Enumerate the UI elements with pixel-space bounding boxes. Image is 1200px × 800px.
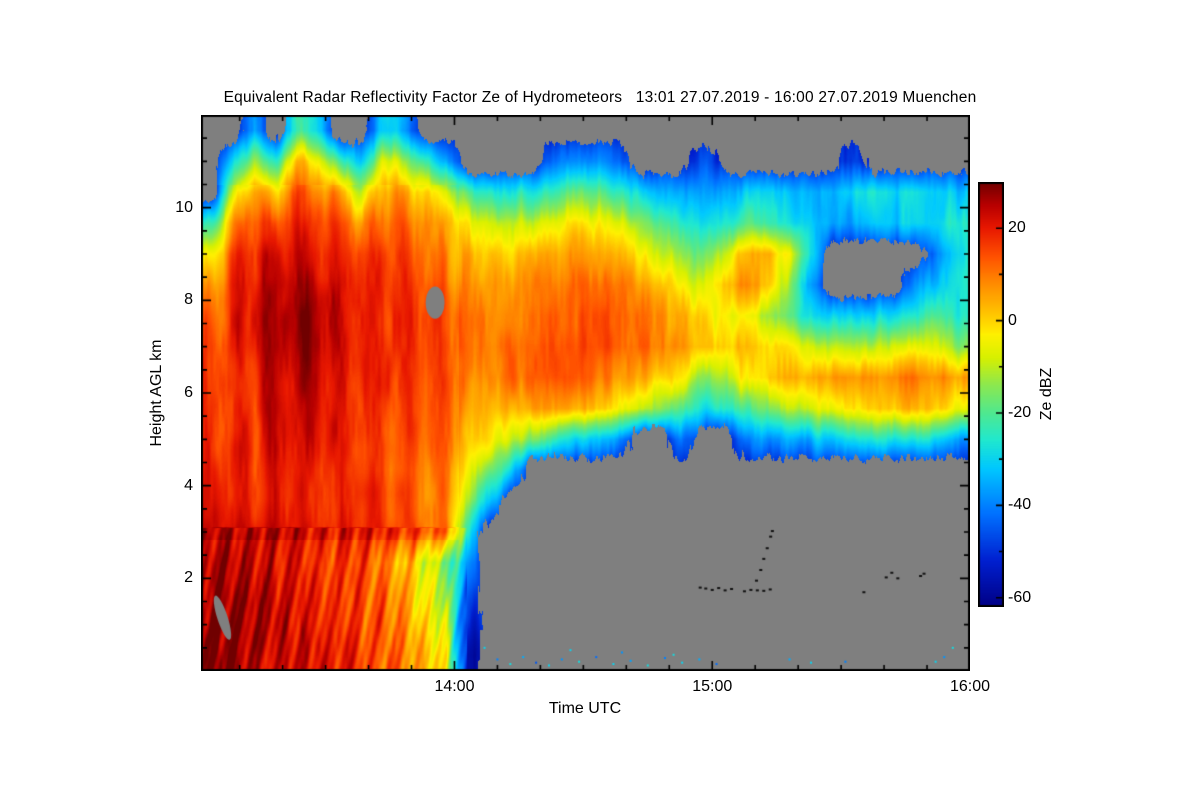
colorbar-label: Ze dBZ: [1038, 367, 1055, 421]
colorbar-tick-label-20: 20: [1008, 219, 1026, 237]
x-tick-label-15:00: 15:00: [692, 678, 733, 695]
y-tick-label-6: 6: [184, 384, 193, 401]
y-tick-label-10: 10: [175, 198, 193, 216]
y-tick-label-8: 8: [184, 291, 193, 309]
colorbar-canvas: [978, 182, 1004, 607]
y-tick-label-2: 2: [184, 569, 193, 587]
colorbar-tick-label--60: -60: [1008, 588, 1032, 606]
x-tick-label-14:00: 14:00: [434, 678, 475, 695]
y-tick-label-4: 4: [184, 476, 193, 494]
colorbar-tick-label--40: -40: [1008, 496, 1032, 514]
x-axis-label: Time UTC: [548, 700, 622, 717]
chart-title: Equivalent Radar Reflectivity Factor Ze …: [223, 89, 977, 106]
reflectivity-heatmap-canvas: [201, 115, 970, 671]
colorbar-tick-label--20: -20: [1008, 403, 1032, 421]
colorbar-tick-label-0: 0: [1008, 311, 1017, 329]
x-tick-label-16:00: 16:00: [949, 678, 991, 695]
